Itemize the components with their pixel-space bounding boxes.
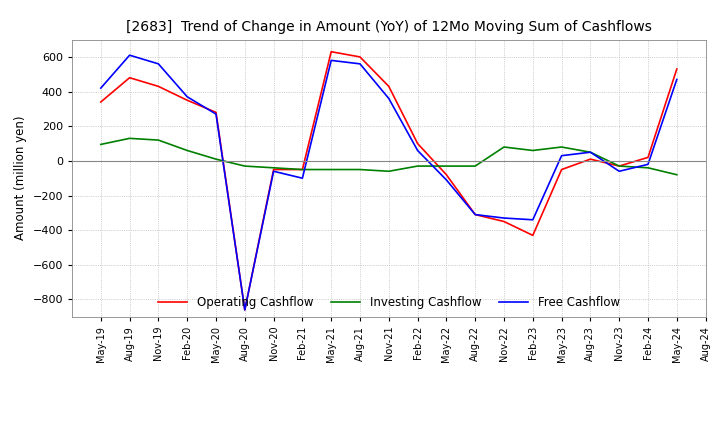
Investing Cashflow [96, 142, 105, 147]
Free Cashflow [413, 148, 422, 153]
Operating Cashflow [500, 219, 508, 224]
Investing Cashflow [615, 163, 624, 169]
Free Cashflow [125, 52, 134, 58]
Operating Cashflow [413, 141, 422, 146]
Legend: Operating Cashflow, Investing Cashflow, Free Cashflow: Operating Cashflow, Investing Cashflow, … [153, 291, 625, 314]
Operating Cashflow [298, 167, 307, 172]
Free Cashflow [356, 61, 364, 66]
Operating Cashflow [269, 167, 278, 172]
Free Cashflow [644, 161, 652, 167]
Investing Cashflow [528, 148, 537, 153]
Free Cashflow [557, 153, 566, 158]
Free Cashflow [96, 85, 105, 91]
Investing Cashflow [442, 163, 451, 169]
Operating Cashflow [212, 110, 220, 115]
Free Cashflow [586, 150, 595, 155]
Line: Free Cashflow: Free Cashflow [101, 55, 677, 310]
Free Cashflow [154, 61, 163, 66]
Investing Cashflow [154, 137, 163, 143]
Free Cashflow [528, 217, 537, 222]
Investing Cashflow [586, 150, 595, 155]
Operating Cashflow [96, 99, 105, 105]
Investing Cashflow [183, 148, 192, 153]
Investing Cashflow [240, 163, 249, 169]
Operating Cashflow [240, 307, 249, 312]
Operating Cashflow [356, 54, 364, 59]
Investing Cashflow [644, 165, 652, 170]
Free Cashflow [384, 96, 393, 101]
Operating Cashflow [644, 155, 652, 160]
Operating Cashflow [471, 212, 480, 217]
Y-axis label: Amount (million yen): Amount (million yen) [14, 116, 27, 240]
Investing Cashflow [269, 165, 278, 170]
Investing Cashflow [212, 157, 220, 162]
Free Cashflow [212, 111, 220, 117]
Investing Cashflow [125, 136, 134, 141]
Investing Cashflow [471, 163, 480, 169]
Investing Cashflow [557, 144, 566, 150]
Free Cashflow [183, 94, 192, 99]
Operating Cashflow [327, 49, 336, 55]
Operating Cashflow [384, 84, 393, 89]
Investing Cashflow [356, 167, 364, 172]
Operating Cashflow [586, 157, 595, 162]
Free Cashflow [269, 169, 278, 174]
Operating Cashflow [125, 75, 134, 81]
Free Cashflow [298, 176, 307, 181]
Investing Cashflow [327, 167, 336, 172]
Free Cashflow [500, 216, 508, 221]
Investing Cashflow [672, 172, 681, 177]
Free Cashflow [240, 307, 249, 312]
Investing Cashflow [500, 144, 508, 150]
Investing Cashflow [298, 167, 307, 172]
Operating Cashflow [528, 233, 537, 238]
Operating Cashflow [442, 172, 451, 177]
Operating Cashflow [183, 98, 192, 103]
Investing Cashflow [384, 169, 393, 174]
Free Cashflow [327, 58, 336, 63]
Line: Investing Cashflow: Investing Cashflow [101, 138, 677, 175]
Free Cashflow [615, 169, 624, 174]
Free Cashflow [471, 212, 480, 217]
Free Cashflow [672, 77, 681, 82]
Operating Cashflow [615, 163, 624, 169]
Operating Cashflow [557, 167, 566, 172]
Operating Cashflow [672, 66, 681, 72]
Title: [2683]  Trend of Change in Amount (YoY) of 12Mo Moving Sum of Cashflows: [2683] Trend of Change in Amount (YoY) o… [126, 20, 652, 34]
Operating Cashflow [154, 84, 163, 89]
Investing Cashflow [413, 163, 422, 169]
Line: Operating Cashflow: Operating Cashflow [101, 52, 677, 310]
Free Cashflow [442, 177, 451, 183]
